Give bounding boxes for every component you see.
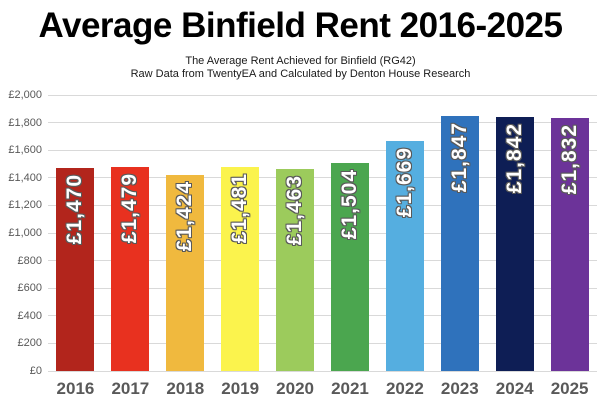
bar-value-label: £1,481 [228, 172, 252, 243]
x-axis-label-2020: 2020 [276, 379, 314, 398]
bar-slot: £1,424 [158, 95, 213, 371]
y-axis-tick-label: £1,200 [8, 199, 42, 212]
x-axis-label-2019: 2019 [221, 379, 260, 398]
bar-value-label: £1,463 [283, 175, 307, 246]
gridline [48, 149, 597, 151]
plot-area: £1,470 £1,479 £1,424 £1,481 £1,463 £1,504 £1,6… [48, 94, 597, 372]
y-axis-tick-label: £600 [17, 282, 42, 295]
y-axis-tick-label: £2,000 [8, 89, 42, 101]
gridline [48, 122, 597, 124]
bar-2019: £1,481 [221, 166, 260, 371]
gridline [48, 315, 597, 317]
bar-value-label: £1,832 [557, 124, 581, 195]
bar-slot: £1,481 [213, 95, 268, 371]
gridline [48, 370, 597, 372]
bar-2020: £1,463 [276, 169, 315, 371]
x-axis-label-2017: 2017 [111, 379, 150, 398]
gridline [48, 177, 597, 179]
bar-slot: £1,832 [542, 95, 597, 371]
chart-subtitle-line1: The Average Rent Achieved for Binfield (… [185, 55, 416, 67]
bar-2017: £1,479 [111, 166, 150, 371]
bar-2022: £1,669 [385, 140, 424, 371]
x-axis-label-2022: 2022 [385, 379, 424, 398]
chart-subtitle-line2: Raw Data from TwentyEA and Calculated by… [130, 68, 471, 80]
bar-value-label: £1,470 [63, 174, 87, 245]
chart-title: Average Binfield Rent 2016-2025 [38, 6, 564, 45]
bar-slot: £1,479 [103, 95, 158, 371]
y-axis-tick-label: £1,800 [8, 116, 42, 129]
gridline [48, 287, 597, 289]
gridline [48, 260, 597, 262]
y-axis-tick-label: £0 [29, 365, 42, 377]
x-axis-label-2021: 2021 [331, 379, 369, 398]
x-axis-labels: 2016 2017 2018 2019 2020 2021 2022 2023 2024 2025 [48, 379, 597, 399]
y-axis-tick-label: £1,400 [8, 171, 42, 184]
y-axis-tick-label: £1,600 [8, 144, 42, 157]
bar-value-label: £1,504 [337, 169, 361, 240]
x-axis-label-2024: 2024 [495, 379, 534, 398]
bar-value-label: £1,847 [447, 122, 471, 193]
bar-2016: £1,470 [56, 168, 95, 371]
gridline [48, 94, 597, 96]
gridline [48, 342, 597, 344]
bar-value-label: £1,669 [392, 146, 416, 217]
y-axis-tick-label: £1,000 [8, 227, 42, 239]
bar-slot: £1,842 [487, 95, 542, 371]
x-axis-label-2025: 2025 [550, 379, 589, 398]
y-axis-tick-label: £200 [17, 337, 42, 350]
bar-2023: £1,847 [440, 116, 479, 371]
chart-subtitle: The Average Rent Achieved for Binfield (… [0, 55, 601, 81]
x-axis-label-2016: 2016 [56, 379, 95, 398]
y-axis-tick-label: £400 [17, 309, 42, 322]
gridline [48, 232, 597, 234]
bar-2018: £1,424 [166, 174, 205, 371]
y-axis-tick-label: £800 [17, 254, 42, 267]
bar-slot: £1,504 [323, 95, 378, 371]
bar-slot: £1,470 [48, 95, 103, 371]
bar-value-label: £1,479 [118, 172, 142, 244]
bar-slot: £1,463 [268, 95, 323, 371]
bar-2021: £1,504 [330, 163, 369, 371]
x-axis-label-2023: 2023 [440, 379, 479, 398]
bars-row: £1,470 £1,479 £1,424 £1,481 £1,463 £1,504 £1,6… [48, 95, 597, 371]
gridline [48, 204, 597, 206]
y-axis-labels: £0 £200 £400 £600 £800 £1,000 £1,200 £1,400 £1,6… [0, 89, 42, 377]
bar-value-label: £1,424 [173, 180, 197, 251]
bar-2025: £1,832 [550, 118, 589, 371]
bar-slot: £1,847 [432, 95, 487, 371]
x-axis-label-2018: 2018 [166, 379, 205, 398]
bar-slot: £1,669 [377, 95, 432, 371]
bar-2024: £1,842 [495, 116, 534, 371]
bar-value-label: £1,842 [502, 122, 526, 194]
